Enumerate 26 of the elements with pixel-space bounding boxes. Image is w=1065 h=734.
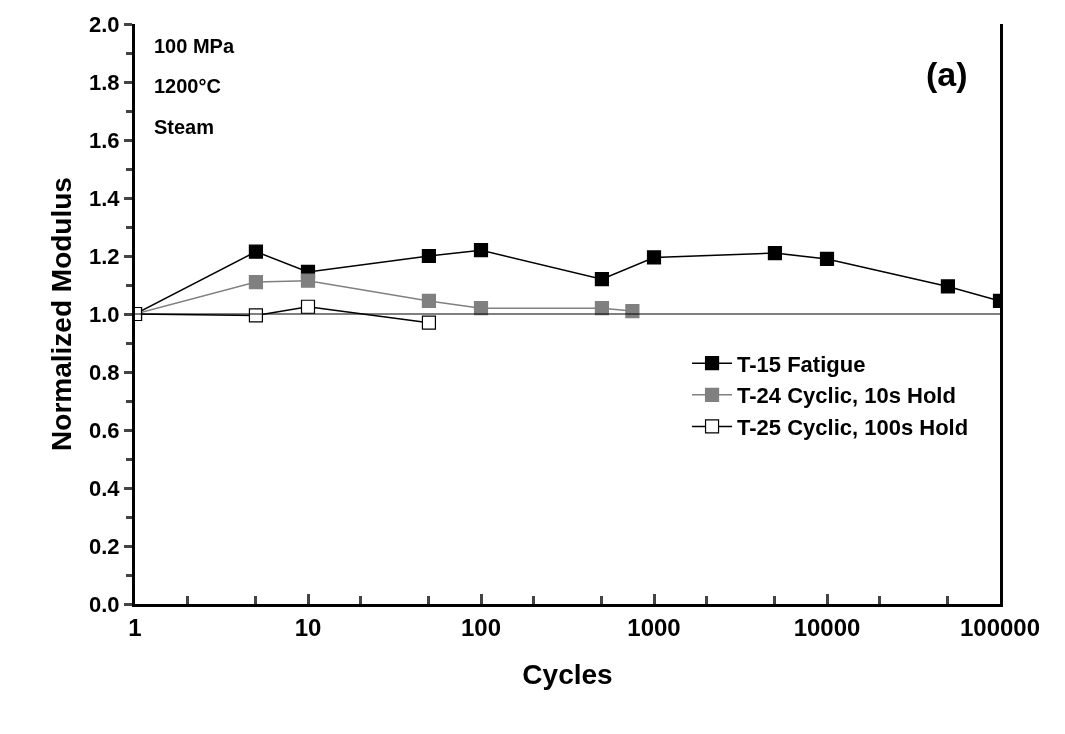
x-tick-label: 1000 [627,613,681,641]
y-tick-label: 1.6 [89,127,120,153]
x-tick-label: 100 [460,613,502,641]
x-tick-label: 10000 [793,613,861,641]
x-tick-label: 1 [128,613,142,641]
annotation: 1200°C [154,75,221,97]
annotation: Steam [154,116,215,138]
y-tick-label: 0.4 [89,475,121,501]
y-tick-label: 1.4 [89,185,121,211]
x-tick-label: 100000 [959,613,1041,641]
y-tick-label: 1.0 [89,301,120,327]
annotation: (a) [926,55,968,93]
y-axis-title: Normalized Modulus [45,177,77,451]
y-tick-label: 0.8 [89,359,120,385]
x-tick-label: 10 [294,613,322,641]
y-tick-label: 2.0 [89,11,120,37]
y-tick-label: 0.6 [89,417,120,443]
legend-label: T-24 Cyclic, 10s Hold [737,383,956,409]
x-axis-title: Cycles [522,658,613,690]
legend-label: T-25 Cyclic, 100s Hold [737,414,969,440]
y-tick-label: 0.2 [89,533,120,559]
annotation: 100 MPa [154,35,235,57]
y-tick-label: 1.8 [89,69,120,95]
y-tick-label: 0.0 [89,591,120,617]
legend-label: T-15 Fatigue [737,351,866,377]
y-tick-label: 1.2 [89,243,120,269]
